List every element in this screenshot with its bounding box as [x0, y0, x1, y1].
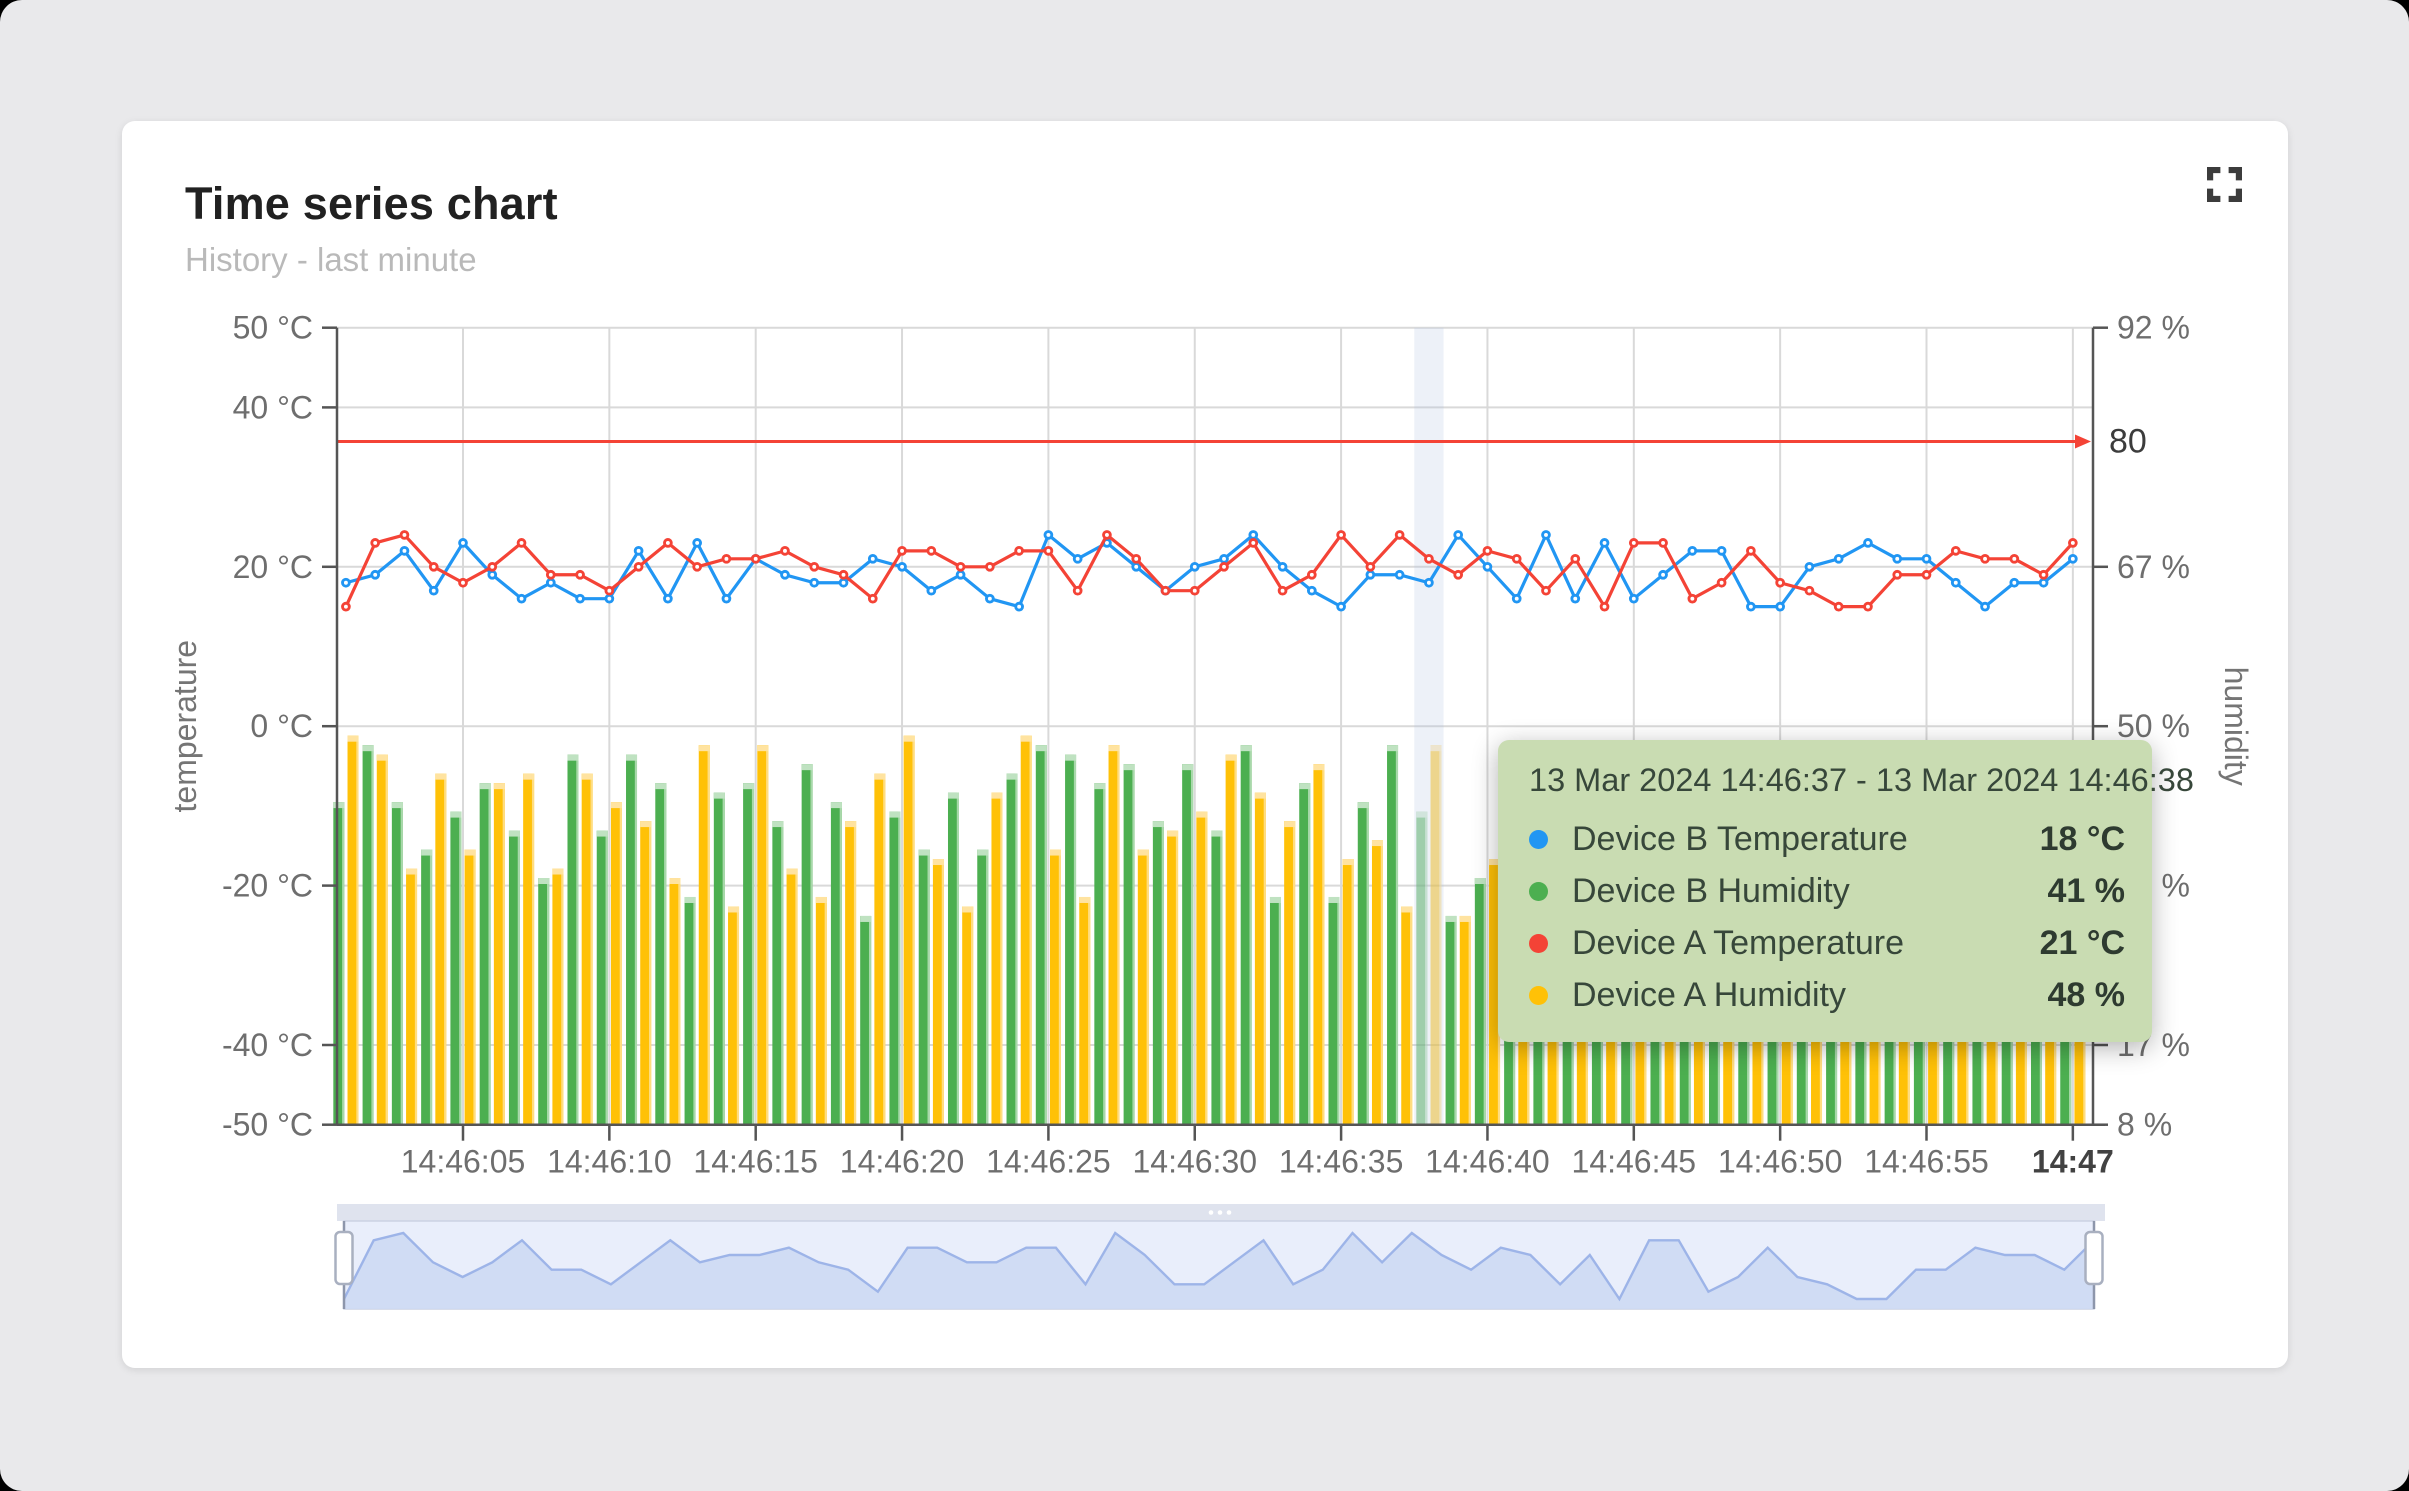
- tooltip-series-label: Device B Temperature: [1572, 819, 1908, 858]
- tooltip-row: Device A Temperature 21 °C: [1529, 917, 2125, 969]
- tooltip-series-value: 18 °C: [2039, 819, 2125, 858]
- series-color-dot: [1529, 881, 1548, 901]
- tooltip-series-value: 48 %: [2047, 975, 2126, 1014]
- right-axis-tick-label: 8 %: [2117, 1107, 2172, 1143]
- navigator-left-handle[interactable]: [334, 1230, 354, 1286]
- navigator-right-handle[interactable]: [2084, 1230, 2104, 1286]
- tooltip-row: Device A Humidity 48 %: [1529, 969, 2125, 1021]
- temperature-line-series[interactable]: [341, 530, 2078, 612]
- left-axis-tick-label: -40 °C: [222, 1027, 313, 1063]
- x-axis-tick-label: 14:46:35: [1279, 1144, 1404, 1180]
- x-axis-tick-label: 14:46:50: [1718, 1144, 1843, 1180]
- threshold-line: 80: [337, 423, 2147, 461]
- widget-title: Time series chart: [185, 178, 558, 229]
- tooltip-series-value: 21 °C: [2039, 923, 2125, 962]
- x-axis-tick-label: 14:46:05: [401, 1144, 526, 1180]
- x-axis-tick-label: 14:46:10: [547, 1144, 672, 1180]
- right-axis-tick-label: 92 %: [2117, 310, 2190, 346]
- line-series-device-b-temperature[interactable]: [341, 530, 2078, 612]
- left-axis-tick-label: 50 °C: [233, 310, 313, 346]
- series-color-dot: [1529, 829, 1548, 849]
- right-axis-tick-label: 67 %: [2117, 549, 2190, 585]
- right-axis-tick-label: 50 %: [2117, 708, 2190, 744]
- series-color-dot: [1529, 933, 1548, 953]
- tooltip-series-label: Device B Humidity: [1572, 871, 1850, 910]
- chart-tooltip: 13 Mar 2024 14:46:37 - 13 Mar 2024 14:46…: [1498, 740, 2194, 1042]
- navigator[interactable]: [334, 1204, 2106, 1310]
- x-axis-tick-label: 14:46:45: [1572, 1144, 1697, 1180]
- tooltip-row: Device B Temperature 18 °C: [1529, 813, 2125, 865]
- hover-highlight-band: [1414, 327, 1444, 1125]
- threshold-label: 80: [2109, 423, 2147, 461]
- fullscreen-icon[interactable]: [2207, 167, 2242, 202]
- left-axis-tick-label: 40 °C: [233, 389, 313, 425]
- series-color-dot: [1529, 985, 1548, 1005]
- x-axis-tick-label: 14:46:40: [1425, 1144, 1550, 1180]
- left-axis-tick-label: 0 °C: [250, 708, 313, 744]
- tooltip-series-label: Device A Temperature: [1572, 923, 1904, 962]
- left-axis-tick-label: 20 °C: [233, 549, 313, 585]
- left-axis-tick-label: -20 °C: [222, 868, 313, 904]
- x-axis-tick-label: 14:46:55: [1864, 1144, 1989, 1180]
- tooltip-series-value: 41 %: [2047, 871, 2126, 910]
- widget-subtitle: History - last minute: [185, 241, 477, 278]
- tooltip-series-label: Device A Humidity: [1572, 975, 1846, 1014]
- x-axis-tick-label: 14:46:15: [693, 1144, 818, 1180]
- tooltip-time-range: 13 Mar 2024 14:46:37 - 13 Mar 2024 14:46…: [1529, 762, 2194, 798]
- navigator-dots: [1208, 1210, 1232, 1215]
- x-axis-tick-label: 14:46:20: [840, 1144, 965, 1180]
- x-axis-tick-label: 14:47: [2032, 1144, 2114, 1180]
- tooltip-row: Device B Humidity 41 %: [1529, 865, 2125, 917]
- x-axis-tick-label: 14:46:30: [1132, 1144, 1257, 1180]
- left-axis-tick-label: -50 °C: [222, 1107, 313, 1143]
- x-axis-tick-label: 14:46:25: [986, 1144, 1111, 1180]
- right-axis-name: humidity: [2218, 667, 2254, 786]
- left-axis-name: temperature: [167, 640, 203, 813]
- line-series-device-a-temperature[interactable]: [341, 530, 2078, 612]
